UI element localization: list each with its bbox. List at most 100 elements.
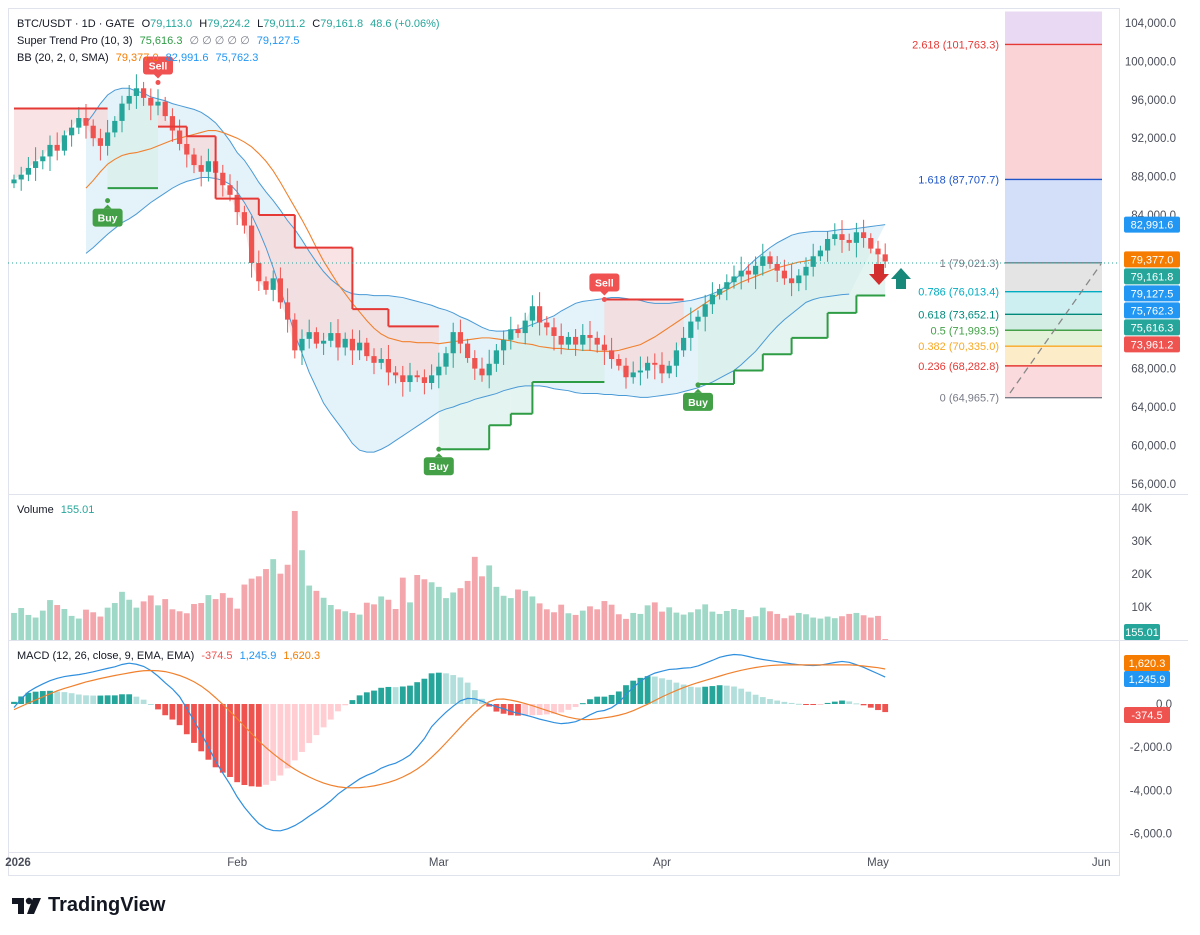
volume-bar [839, 616, 845, 640]
volume-bar [335, 609, 341, 640]
signal-label: Sell [595, 277, 614, 289]
volume-bar [738, 609, 745, 640]
supertrend-area [438, 332, 490, 450]
candle-body [321, 340, 327, 344]
macd-legend[interactable]: MACD (12, 26, close, 9, EMA, EMA) -374.5… [17, 650, 320, 662]
macd-histogram-bar [709, 686, 716, 704]
candle-body [393, 372, 399, 376]
supertrend-lines[interactable] [14, 107, 886, 451]
candle-body [299, 338, 305, 351]
volume-axis[interactable]: 40K 30K 20K 10K 155.01 [1124, 503, 1160, 640]
macd-histogram-bar [155, 704, 161, 710]
time-axis[interactable]: 2026 Feb Mar Apr May Jun [5, 857, 1110, 869]
time-tick-label: May [867, 857, 889, 869]
macd-histogram-bar [356, 695, 363, 704]
candlestick-series[interactable] [11, 74, 888, 397]
macd-histogram-bar [666, 679, 673, 704]
bollinger-lower-band [85, 177, 850, 453]
fib-retracement-zones[interactable] [1005, 11, 1102, 398]
fib-level-label: 0.236 (68,282.8) [918, 361, 999, 373]
macd-histogram-bar [716, 685, 723, 704]
volume-bar [162, 599, 169, 640]
macd-tag-label: 1,620.3 [1129, 658, 1166, 670]
volume-tag-label: 155.01 [1125, 627, 1159, 639]
macd-series[interactable] [11, 653, 889, 832]
volume-bar [644, 605, 651, 640]
volume-bar [630, 612, 637, 640]
volume-bar [327, 605, 334, 640]
volume-bar [507, 598, 514, 640]
tradingview-brand[interactable]: TradingView [12, 894, 165, 917]
supertrend-signals[interactable]: Sell Buy Buy Sell Buy [92, 56, 713, 476]
candle-body [450, 332, 456, 354]
signal-tag [92, 208, 123, 227]
candle-body [616, 359, 622, 366]
macd-histogram-bar [702, 686, 709, 704]
signal-label: Sell [149, 61, 168, 73]
candle-body [537, 306, 543, 323]
macd-histogram-bar [443, 673, 449, 704]
candle-body [177, 130, 183, 144]
supertrend-legend[interactable]: Super Trend Pro (10, 3) 75,616.3 ∅ ∅ ∅ ∅… [17, 35, 300, 47]
price-tag-label: 79,161.8 [1131, 271, 1174, 283]
volume-bar [651, 602, 658, 640]
macd-histogram-bar [615, 691, 622, 704]
macd-histogram-bar [860, 704, 867, 706]
candle-body [357, 342, 363, 351]
macd-histogram-bar [767, 699, 773, 704]
candle-body [717, 288, 723, 295]
volume-bar [111, 603, 118, 640]
candle-body [141, 88, 147, 98]
candle-body [853, 232, 859, 243]
macd-histogram-bar [363, 692, 370, 704]
fib-trend-line[interactable] [1009, 263, 1102, 394]
macd-histogram-bar [378, 687, 385, 704]
volume-bar [399, 577, 406, 640]
arrow-down-icon [869, 264, 889, 285]
volume-series[interactable] [11, 510, 889, 640]
candle-body [155, 101, 161, 106]
volume-bar [500, 595, 507, 640]
macd-histogram-bar [227, 704, 233, 778]
bollinger-legend[interactable]: BB (20, 2, 0, SMA) 79,377.0 82,991.6 75,… [17, 52, 258, 64]
candle-body [861, 232, 867, 239]
volume-legend[interactable]: Volume 155.01 [17, 504, 94, 516]
candle-body [126, 95, 132, 104]
candle-body [645, 362, 651, 371]
macd-axis[interactable]: 0.0-2,000.0-4,000.0-6,000.01,620.31,245.… [1124, 655, 1172, 841]
macd-histogram-bar [731, 686, 737, 704]
trading-chart[interactable]: 2.618 (101,763.3) 1.618 (87,707.7) 1 (79,0… [0, 0, 1200, 885]
candle-body [256, 263, 262, 282]
volume-bar [831, 618, 838, 640]
macd-histogram-bar [133, 696, 140, 704]
macd-histogram-bar [673, 682, 680, 704]
macd-line [13, 653, 886, 832]
volume-bar [119, 591, 125, 640]
price-tag [1124, 216, 1180, 233]
candle-body [76, 118, 82, 128]
volume-bar [176, 611, 183, 640]
macd-histogram-bar [176, 704, 183, 726]
signal-dot [695, 382, 701, 388]
fib-zone [1005, 179, 1102, 263]
supertrend-area [489, 329, 511, 426]
candle-body [565, 336, 571, 345]
volume-bar [731, 608, 737, 640]
macd-histogram-bar [241, 704, 248, 785]
volume-bar [349, 612, 356, 640]
macd-histogram-bar [594, 696, 601, 704]
candle-body [69, 127, 75, 136]
macd-histogram-bar [291, 704, 298, 761]
volume-bar [824, 616, 831, 640]
signal-tag-pointer [154, 74, 162, 79]
fib-retracement-levels[interactable]: 2.618 (101,763.3) 1.618 (87,707.7) 1 (79,0… [912, 39, 1102, 405]
macd-histogram-bar [169, 704, 176, 720]
macd-histogram-bar [587, 699, 593, 704]
macd-histogram-bar [565, 704, 572, 710]
fib-level-label: 2.618 (101,763.3) [912, 39, 999, 51]
macd-histogram-bar [637, 677, 644, 704]
macd-histogram-bar [32, 691, 39, 704]
candle-body [148, 97, 154, 106]
volume-bar [263, 569, 269, 640]
symbol-legend[interactable]: BTC/USDT · 1D · GATE O79,113.0 H79,224.2… [17, 18, 440, 30]
